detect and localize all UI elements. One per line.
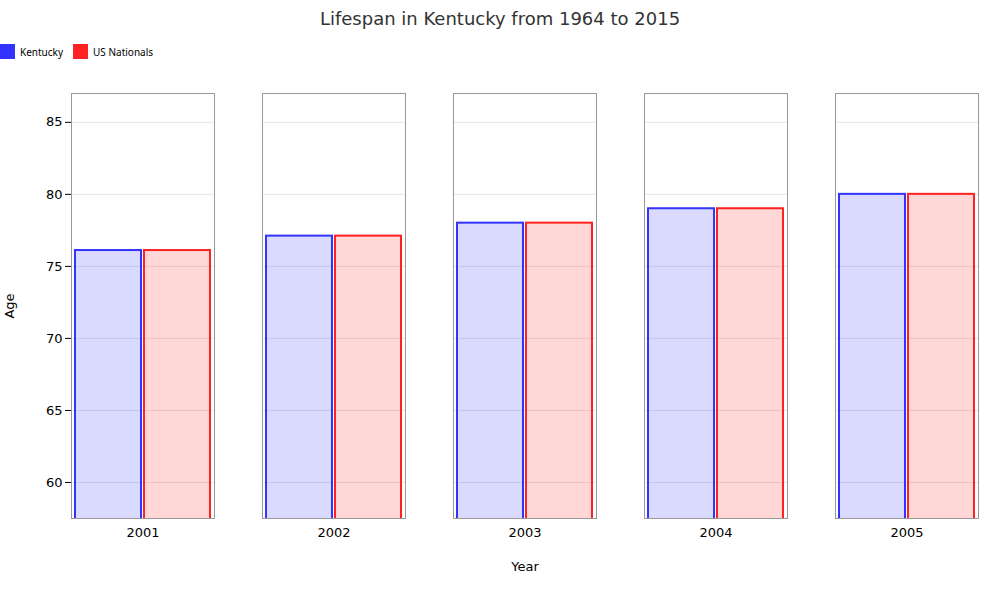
svg-text:2004: 2004 xyxy=(699,525,732,540)
svg-text:2003: 2003 xyxy=(508,525,541,540)
svg-text:2001: 2001 xyxy=(126,525,159,540)
svg-text:2005: 2005 xyxy=(890,525,923,540)
html-text:US Nationals: US Nationals xyxy=(93,44,154,59)
svg-text:Year: Year xyxy=(510,559,539,574)
svg-text:65: 65 xyxy=(46,403,63,418)
svg-text:2002: 2002 xyxy=(317,525,350,540)
svg-text:60: 60 xyxy=(46,475,63,490)
svg-text:Age: Age xyxy=(2,293,17,318)
svg-text:80: 80 xyxy=(46,187,63,202)
svg-text:70: 70 xyxy=(46,331,63,346)
html-text:Lifespan in Kentucky from 1964: Lifespan in Kentucky from 1964 to 2015 xyxy=(319,8,681,29)
html-text:Kentucky: Kentucky xyxy=(20,44,63,59)
svg-text:75: 75 xyxy=(46,259,63,274)
svg-text:85: 85 xyxy=(46,114,63,129)
